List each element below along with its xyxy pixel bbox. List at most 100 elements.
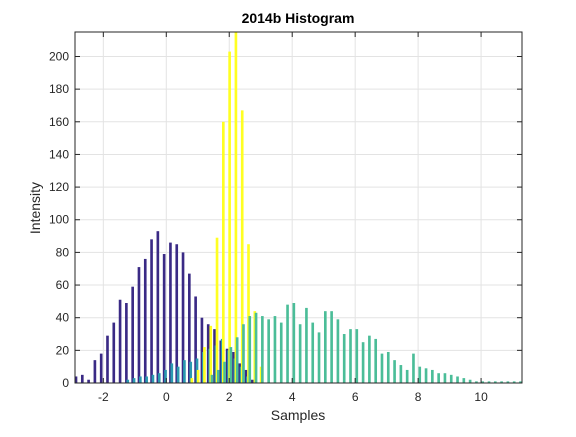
x-axis-label: Samples (271, 407, 325, 423)
histogram-bar (437, 373, 440, 383)
histogram-bar (80, 374, 84, 383)
histogram-bar (506, 381, 510, 383)
histogram-bar (200, 317, 204, 383)
x-tick-label: 6 (352, 390, 359, 404)
histogram-bar (311, 322, 315, 383)
histogram-bar (317, 332, 321, 383)
histogram-bar (188, 273, 191, 383)
histogram-bar (279, 322, 283, 383)
histogram-bar (216, 369, 220, 383)
histogram-bar (162, 254, 166, 383)
histogram-bar (374, 338, 378, 383)
histogram-bar (431, 369, 434, 383)
histogram-bar (137, 267, 141, 383)
histogram-bar (475, 381, 478, 383)
histogram-bar (462, 378, 466, 383)
histogram-bar (238, 363, 242, 383)
histogram-bar (386, 351, 390, 383)
histogram-bar (336, 319, 340, 383)
histogram-bar (183, 360, 186, 383)
histogram-bar (424, 368, 428, 383)
histogram-bar (361, 342, 365, 383)
histogram-bar (139, 376, 142, 383)
histogram-bar (250, 379, 254, 383)
y-tick-label: 20 (56, 343, 70, 357)
histogram-bar (412, 353, 415, 383)
histogram-bar (206, 324, 210, 383)
y-tick-label: 80 (56, 245, 70, 259)
histogram-bar (487, 381, 491, 383)
histogram-bar (493, 381, 497, 383)
histogram-bar (219, 340, 223, 383)
histogram-bar (229, 347, 233, 383)
histogram-bar (131, 286, 134, 383)
histogram-bar (368, 335, 371, 383)
y-tick-label: 140 (49, 147, 69, 161)
histogram-bar (126, 379, 130, 383)
histogram-bar (247, 244, 250, 383)
y-tick-label: 160 (49, 115, 69, 129)
y-tick-label: 60 (56, 278, 70, 292)
y-tick-label: 40 (56, 311, 70, 325)
histogram-bar (298, 324, 302, 383)
histogram-bar (519, 381, 522, 383)
grid-layer (75, 32, 522, 384)
histogram-bar (449, 374, 453, 383)
histogram-bar (399, 365, 403, 383)
histogram-bar (87, 379, 90, 383)
histogram-bar (512, 381, 516, 383)
histogram-bar (234, 32, 238, 383)
histogram-bar (175, 244, 179, 383)
histogram-bar (74, 376, 78, 383)
histogram-bar (223, 361, 226, 383)
histogram-bar (292, 303, 296, 383)
histogram-bar (164, 369, 167, 383)
histogram-bar (190, 378, 194, 383)
histogram-bar (215, 237, 219, 383)
histogram-bar (145, 376, 148, 383)
histogram-bar (112, 322, 116, 383)
chart-title: 2014b Histogram (242, 10, 355, 26)
x-tick-label: -2 (98, 390, 109, 404)
histogram-bar (305, 307, 308, 383)
y-tick-label: 100 (49, 213, 69, 227)
histogram-bar (232, 351, 235, 383)
histogram-bar (323, 311, 327, 383)
histogram-bar (157, 373, 161, 383)
histogram-bar (143, 258, 147, 383)
histogram-bar (267, 319, 270, 383)
histogram-bar (235, 337, 239, 383)
histogram-bar (405, 369, 409, 383)
histogram-bar (244, 369, 248, 383)
histogram-bar (151, 374, 155, 383)
histogram-bar (181, 252, 185, 383)
bars-layer (74, 32, 522, 383)
histogram-bar (196, 369, 200, 383)
histogram-bar (132, 378, 136, 383)
histogram-bar (254, 312, 258, 383)
histogram-bar (393, 360, 396, 383)
histogram-bar (125, 303, 128, 383)
histogram-bar (481, 381, 485, 383)
axes-frame (74, 31, 523, 384)
histogram-bar (500, 381, 503, 383)
histogram-bar (273, 316, 277, 383)
histogram-bar (228, 51, 231, 383)
histogram-bar (99, 353, 103, 383)
histogram-bar (118, 299, 122, 383)
histogram-bar (150, 239, 153, 383)
x-tick-label: 0 (163, 390, 170, 404)
histogram-bar (242, 324, 245, 383)
histogram-bar (261, 316, 264, 383)
x-tick-label: 4 (289, 390, 296, 404)
histogram-bar (203, 347, 206, 383)
histogram-bar (240, 110, 244, 383)
x-tick-label: 10 (474, 390, 488, 404)
histogram-bar (248, 316, 252, 383)
histogram-bar (456, 376, 459, 383)
histogram-bar (355, 329, 359, 383)
histogram-bar (156, 231, 160, 383)
